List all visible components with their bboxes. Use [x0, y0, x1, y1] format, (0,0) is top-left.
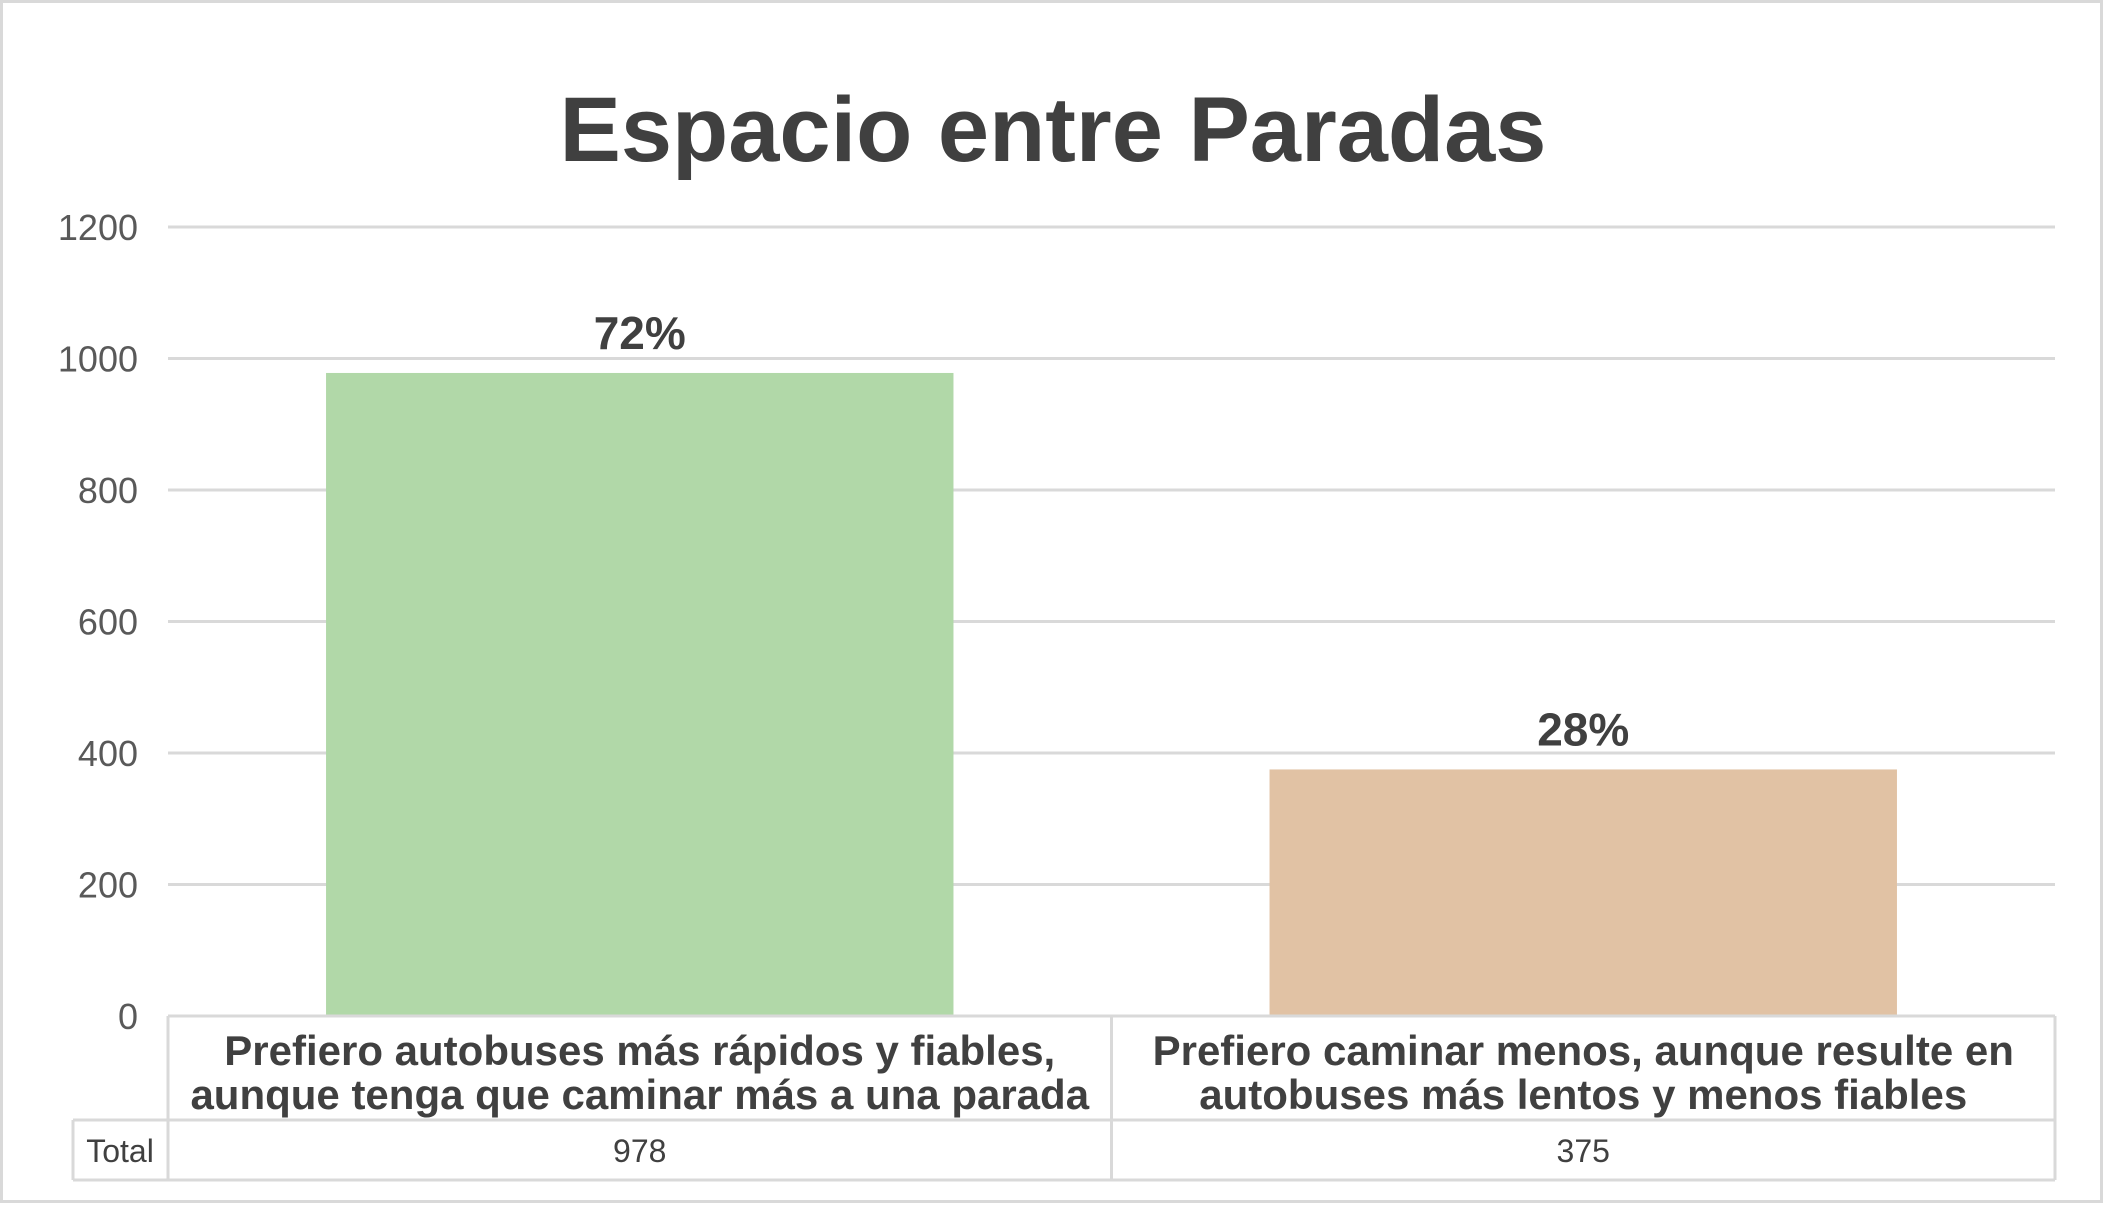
- category-label: aunque tenga que caminar más a una parad…: [190, 1071, 1089, 1118]
- bar-1: [1269, 769, 1897, 1016]
- y-tick-label: 1000: [58, 339, 138, 380]
- bar-0: [326, 372, 954, 1017]
- category-label: Prefiero caminar menos, aunque resulte e…: [1153, 1027, 2014, 1074]
- bars: [326, 372, 1897, 1017]
- y-tick-label: 400: [78, 733, 138, 774]
- data-label: 28%: [1537, 703, 1629, 755]
- chart-title: Espacio entre Paradas: [560, 79, 1547, 181]
- table-value: 978: [613, 1133, 666, 1169]
- y-tick-label: 600: [78, 602, 138, 643]
- table-row-label: Total: [86, 1133, 154, 1169]
- bar-chart: Espacio entre Paradas 0 200 400 600 800 1000 1…: [58, 79, 2057, 1182]
- y-axis-tick-labels: 0 200 400 600 800 1000 1200: [58, 207, 138, 1037]
- table-value: 375: [1557, 1133, 1610, 1169]
- data-table: Prefiero autobuses más rápidos y fiables…: [71, 1014, 2057, 1182]
- y-tick-label: 200: [78, 865, 138, 906]
- category-label: Prefiero autobuses más rápidos y fiables…: [224, 1027, 1055, 1074]
- data-label: 72%: [594, 307, 686, 359]
- category-label: autobuses más lentos y menos fiables: [1199, 1071, 1967, 1118]
- y-tick-label: 800: [78, 470, 138, 511]
- y-tick-label: 1200: [58, 207, 138, 248]
- data-labels: 72% 28%: [594, 307, 1630, 755]
- y-tick-label: 0: [118, 996, 138, 1037]
